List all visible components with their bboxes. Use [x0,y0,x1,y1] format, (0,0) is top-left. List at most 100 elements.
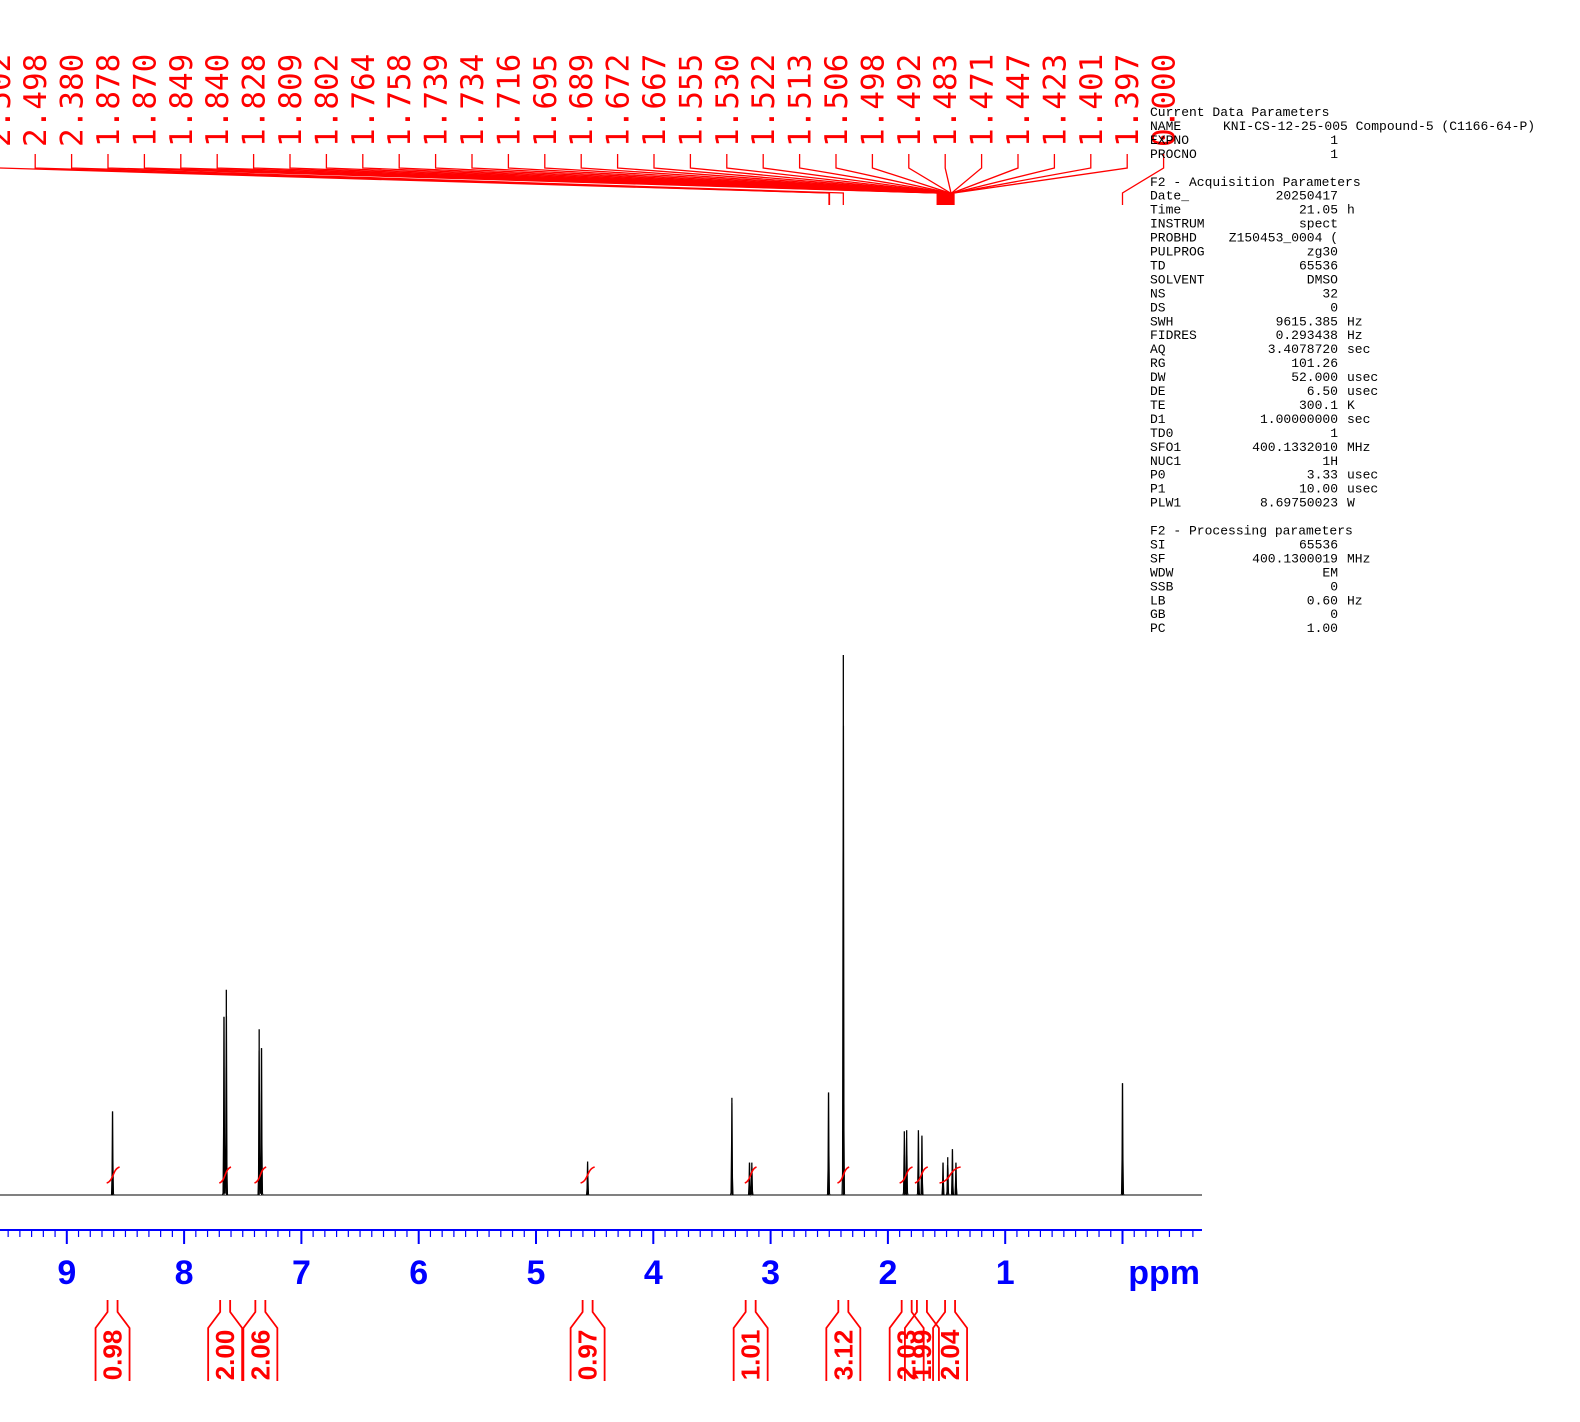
param-value: 0.60 [1307,593,1338,608]
peak-label-21: 1.522 [746,54,782,147]
peak-label-26: 1.483 [928,54,964,147]
param-value: 0 [1330,300,1338,315]
params-heading-processing: F2 - Processing parameters [1150,524,1353,539]
peak-connector-1 [34,154,831,205]
param-key: LB [1150,593,1166,608]
param-key: Time [1150,203,1181,218]
integral-value-3: 0.97 [573,1330,603,1381]
param-unit: h [1347,203,1355,218]
integral-value-1: 2.00 [210,1330,240,1381]
ppm-axis: 9 8 7 6 5 4 3 2 1 ppm [0,1229,1202,1292]
param-value: 20250417 [1276,189,1338,204]
param-value: 21.05 [1299,203,1338,218]
x-axis-label: ppm [1128,1254,1200,1292]
peak-label-3: 1.878 [91,54,127,147]
param-value: 9615.385 [1276,314,1338,329]
param-unit: sec [1347,342,1370,357]
params-heading-current: Current Data Parameters [1150,105,1329,120]
param-key: D1 [1150,412,1166,427]
param-key: WDW [1150,565,1174,580]
peak-label-14: 1.716 [491,54,527,147]
param-value: 3.33 [1307,468,1338,483]
peak-connector-2 [70,154,844,205]
integral-value-6: 2.03 [892,1330,922,1381]
param-key: TE [1150,398,1166,413]
param-key: DW [1150,370,1166,385]
peak-label-23: 1.506 [819,54,855,147]
param-key: TD [1150,258,1166,273]
peak-connector-22 [798,154,950,205]
integral-bracket-4 [732,1300,769,1381]
param-key: FIDRES [1150,328,1197,343]
tick-label-7: 7 [292,1254,311,1292]
param-key: SF [1150,551,1166,566]
tick-label-6: 6 [409,1254,428,1292]
peak-label-2: 2.380 [55,54,91,147]
peak-label-22: 1.513 [783,54,819,147]
param-key: SFO1 [1150,440,1181,455]
integral-label-layer: 0.98 2.00 2.06 0.97 1.01 3.12 2.031.992.04 [94,1300,968,1381]
integral-bracket-7 [904,1300,940,1381]
spectrum-layer [0,655,1202,1197]
param-value: 101.26 [1291,356,1338,371]
param-unit: MHz [1347,551,1370,566]
tick-label-3: 3 [761,1254,780,1292]
param-key: SWH [1150,314,1173,329]
param-value: 52.000 [1291,370,1338,385]
integral-curve-4 [744,1166,757,1184]
integral-bracket-5 [825,1300,862,1381]
integral-curve-layer [106,1166,961,1184]
peak-label-10: 1.764 [346,54,382,147]
param-key: EXPNO [1150,133,1189,148]
param-key: INSTRUM [1150,217,1205,232]
param-value: 65536 [1299,537,1338,552]
param-key: RG [1150,356,1166,371]
param-value: 0 [1330,607,1338,622]
param-unit: Hz [1347,314,1363,329]
integral-value-8: 2.04 [935,1329,965,1380]
peak-label-15: 1.695 [528,54,564,147]
integral-curve-8 [939,1166,961,1184]
integral-bracket-0 [94,1300,131,1381]
param-value: 8.69750023 [1260,496,1338,511]
peak-label-11: 1.758 [382,54,418,147]
peak-label-0: 2.502 [0,54,18,147]
param-key: AQ [1150,342,1166,357]
param-unit: K [1347,398,1355,413]
param-key: NAME [1150,119,1181,134]
integral-bracket-3 [569,1300,606,1381]
peak-label-4: 1.870 [127,54,163,147]
peak-label-30: 1.401 [1074,54,1110,147]
tick-label-9: 9 [57,1254,76,1292]
peak-label-12: 1.739 [419,54,455,147]
param-value: spect [1299,217,1338,232]
integral-curve-3 [580,1166,595,1184]
param-unit: usec [1347,482,1378,497]
peak-label-9: 1.802 [309,54,345,147]
param-key: NS [1150,286,1166,301]
integral-bracket-2 [242,1300,279,1381]
peak-label-29: 1.423 [1037,54,1073,147]
param-unit: W [1347,496,1355,511]
integral-curve-2 [254,1166,267,1184]
peak-label-27: 1.471 [965,54,1001,147]
param-value: Z150453_0004 ( [1229,231,1338,246]
integral-value-0: 0.98 [98,1330,128,1381]
peak-label-19: 1.555 [673,54,709,147]
param-key: PROCNO [1150,147,1197,162]
param-key: P0 [1150,468,1166,483]
param-unit: usec [1347,468,1378,483]
peak-connector-30 [952,154,1092,205]
param-key: PROBHD [1150,231,1197,246]
spectrum-trace [0,725,1202,1197]
integral-curve-1 [218,1166,232,1184]
peak-connector-20 [726,154,949,205]
param-key: SOLVENT [1150,272,1205,287]
param-value: 1.00 [1307,621,1338,636]
integral-bracket-1 [207,1300,244,1381]
param-value: 3.4078720 [1268,342,1338,357]
param-value: EM [1322,565,1338,580]
param-value: 1 [1330,147,1338,162]
param-key: DS [1150,300,1166,315]
integral-curve-7 [914,1166,929,1184]
